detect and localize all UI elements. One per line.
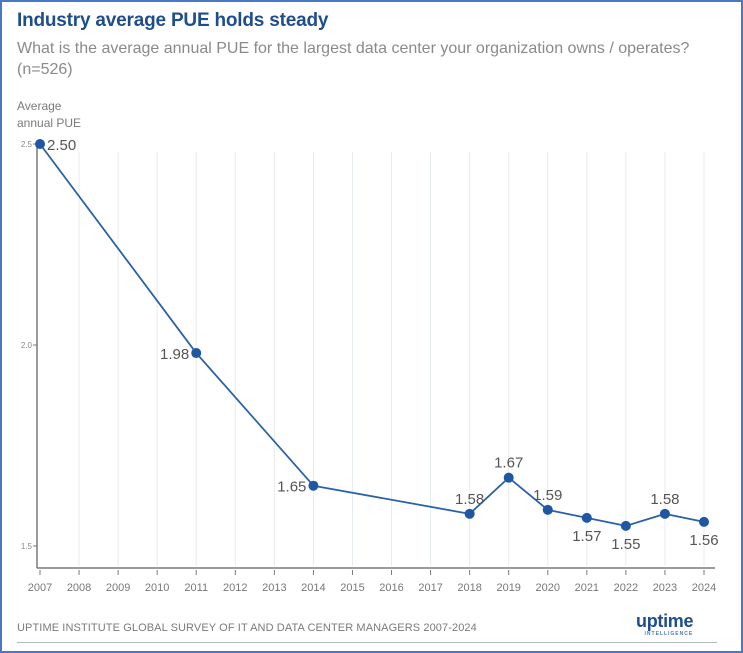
x-tick-label: 2018 <box>457 582 481 594</box>
data-label-2023: 1.58 <box>650 491 679 508</box>
data-label-2018: 1.58 <box>455 491 484 508</box>
data-label-2021: 1.57 <box>572 528 601 545</box>
x-tick-label: 2017 <box>418 582 442 594</box>
x-axis-ticks: 2007 2008 2009 2010 2011 2012 2013 2014 2015 2016… <box>28 570 716 594</box>
data-label-2020: 1.59 <box>533 487 562 504</box>
x-tick-label: 2021 <box>575 582 599 594</box>
data-point-2007 <box>35 139 45 149</box>
series-line <box>39 143 705 527</box>
y-axis-ticks: 1.5 2.0 2.5 <box>21 140 37 551</box>
data-points <box>35 139 709 531</box>
grid-lines <box>78 152 705 566</box>
data-point-2021 <box>581 512 592 523</box>
data-point-2019 <box>503 472 514 483</box>
y-tick-label: 2.5 <box>21 140 33 149</box>
chart-title: Industry average PUE holds steady <box>17 10 329 31</box>
x-tick-label: 2010 <box>145 582 169 594</box>
y-tick-label: 1.5 <box>21 542 33 551</box>
x-tick-label: 2007 <box>28 582 52 594</box>
data-point-2014 <box>308 480 319 491</box>
data-labels: 2.50 1.98 1.65 1.58 1.67 1.59 1.57 1.55 1.58 1.56 <box>47 137 719 553</box>
data-label-2011: 1.98 <box>160 346 189 363</box>
data-point-2018 <box>464 508 475 519</box>
x-tick-label: 2012 <box>223 582 247 594</box>
x-tick-label: 2009 <box>106 582 130 594</box>
data-point-2024 <box>699 516 709 527</box>
uptime-logo: uptime INTELLIGENCE <box>636 611 694 638</box>
logo-subtitle: INTELLIGENCE <box>644 631 694 637</box>
data-point-2020 <box>542 504 553 515</box>
data-label-2007: 2.50 <box>47 137 76 154</box>
x-tick-label: 2013 <box>262 582 286 594</box>
data-point-2011 <box>191 348 202 359</box>
x-tick-label: 2016 <box>379 582 403 594</box>
x-tick-label: 2022 <box>614 582 638 594</box>
x-tick-label: 2024 <box>692 582 716 594</box>
data-label-2024: 1.56 <box>689 532 718 549</box>
x-tick-label: 2011 <box>184 582 208 594</box>
logo-wordmark: uptime <box>636 611 694 631</box>
y-axis-label: Average annual PUE <box>17 99 82 130</box>
x-tick-label: 2015 <box>340 582 364 594</box>
x-tick-label: 2023 <box>653 582 677 594</box>
x-tick-label: 2019 <box>496 582 520 594</box>
footer-divider <box>17 642 717 643</box>
data-label-2022: 1.55 <box>611 536 640 553</box>
data-label-2014: 1.65 <box>277 479 306 496</box>
y-tick-label: 2.0 <box>21 341 33 350</box>
data-point-2023 <box>659 508 670 519</box>
x-tick-label: 2008 <box>67 582 91 594</box>
chart-subtitle: What is the average annual PUE for the l… <box>17 40 690 78</box>
series-line-path <box>39 143 705 527</box>
x-tick-label: 2020 <box>536 582 560 594</box>
data-point-2022 <box>620 520 631 531</box>
data-label-2019: 1.67 <box>494 455 523 472</box>
source-note: UPTIME INSTITUTE GLOBAL SURVEY OF IT AND… <box>17 622 477 634</box>
x-tick-label: 2014 <box>301 582 325 594</box>
axes <box>36 144 715 569</box>
